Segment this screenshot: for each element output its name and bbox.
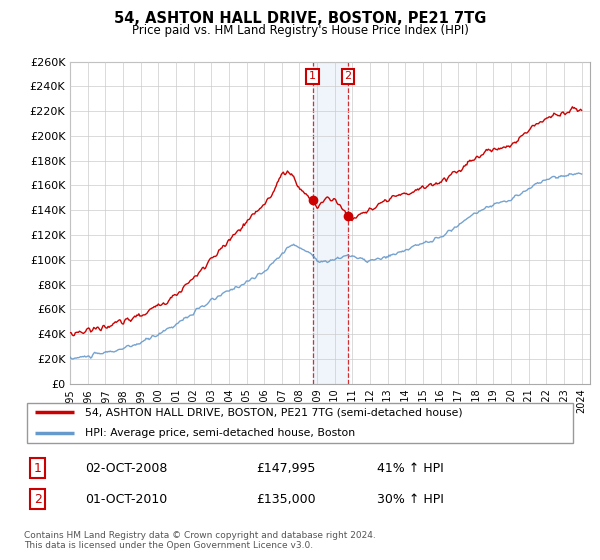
Text: £147,995: £147,995 (256, 461, 315, 474)
Text: 2: 2 (344, 72, 352, 81)
Text: HPI: Average price, semi-detached house, Boston: HPI: Average price, semi-detached house,… (85, 428, 355, 438)
Text: Contains HM Land Registry data © Crown copyright and database right 2024.
This d: Contains HM Land Registry data © Crown c… (24, 531, 376, 550)
Text: 1: 1 (34, 461, 42, 474)
Text: 02-OCT-2008: 02-OCT-2008 (85, 461, 167, 474)
Text: 2: 2 (34, 493, 42, 506)
Text: £135,000: £135,000 (256, 493, 316, 506)
Text: 1: 1 (309, 72, 316, 81)
Bar (313, 62, 348, 384)
Text: 54, ASHTON HALL DRIVE, BOSTON, PE21 7TG: 54, ASHTON HALL DRIVE, BOSTON, PE21 7TG (114, 11, 486, 26)
Text: 41% ↑ HPI: 41% ↑ HPI (377, 461, 444, 474)
Text: 54, ASHTON HALL DRIVE, BOSTON, PE21 7TG (semi-detached house): 54, ASHTON HALL DRIVE, BOSTON, PE21 7TG … (85, 408, 463, 418)
FancyBboxPatch shape (27, 403, 573, 443)
Text: Price paid vs. HM Land Registry's House Price Index (HPI): Price paid vs. HM Land Registry's House … (131, 24, 469, 36)
Text: 30% ↑ HPI: 30% ↑ HPI (377, 493, 444, 506)
Text: 01-OCT-2010: 01-OCT-2010 (85, 493, 167, 506)
